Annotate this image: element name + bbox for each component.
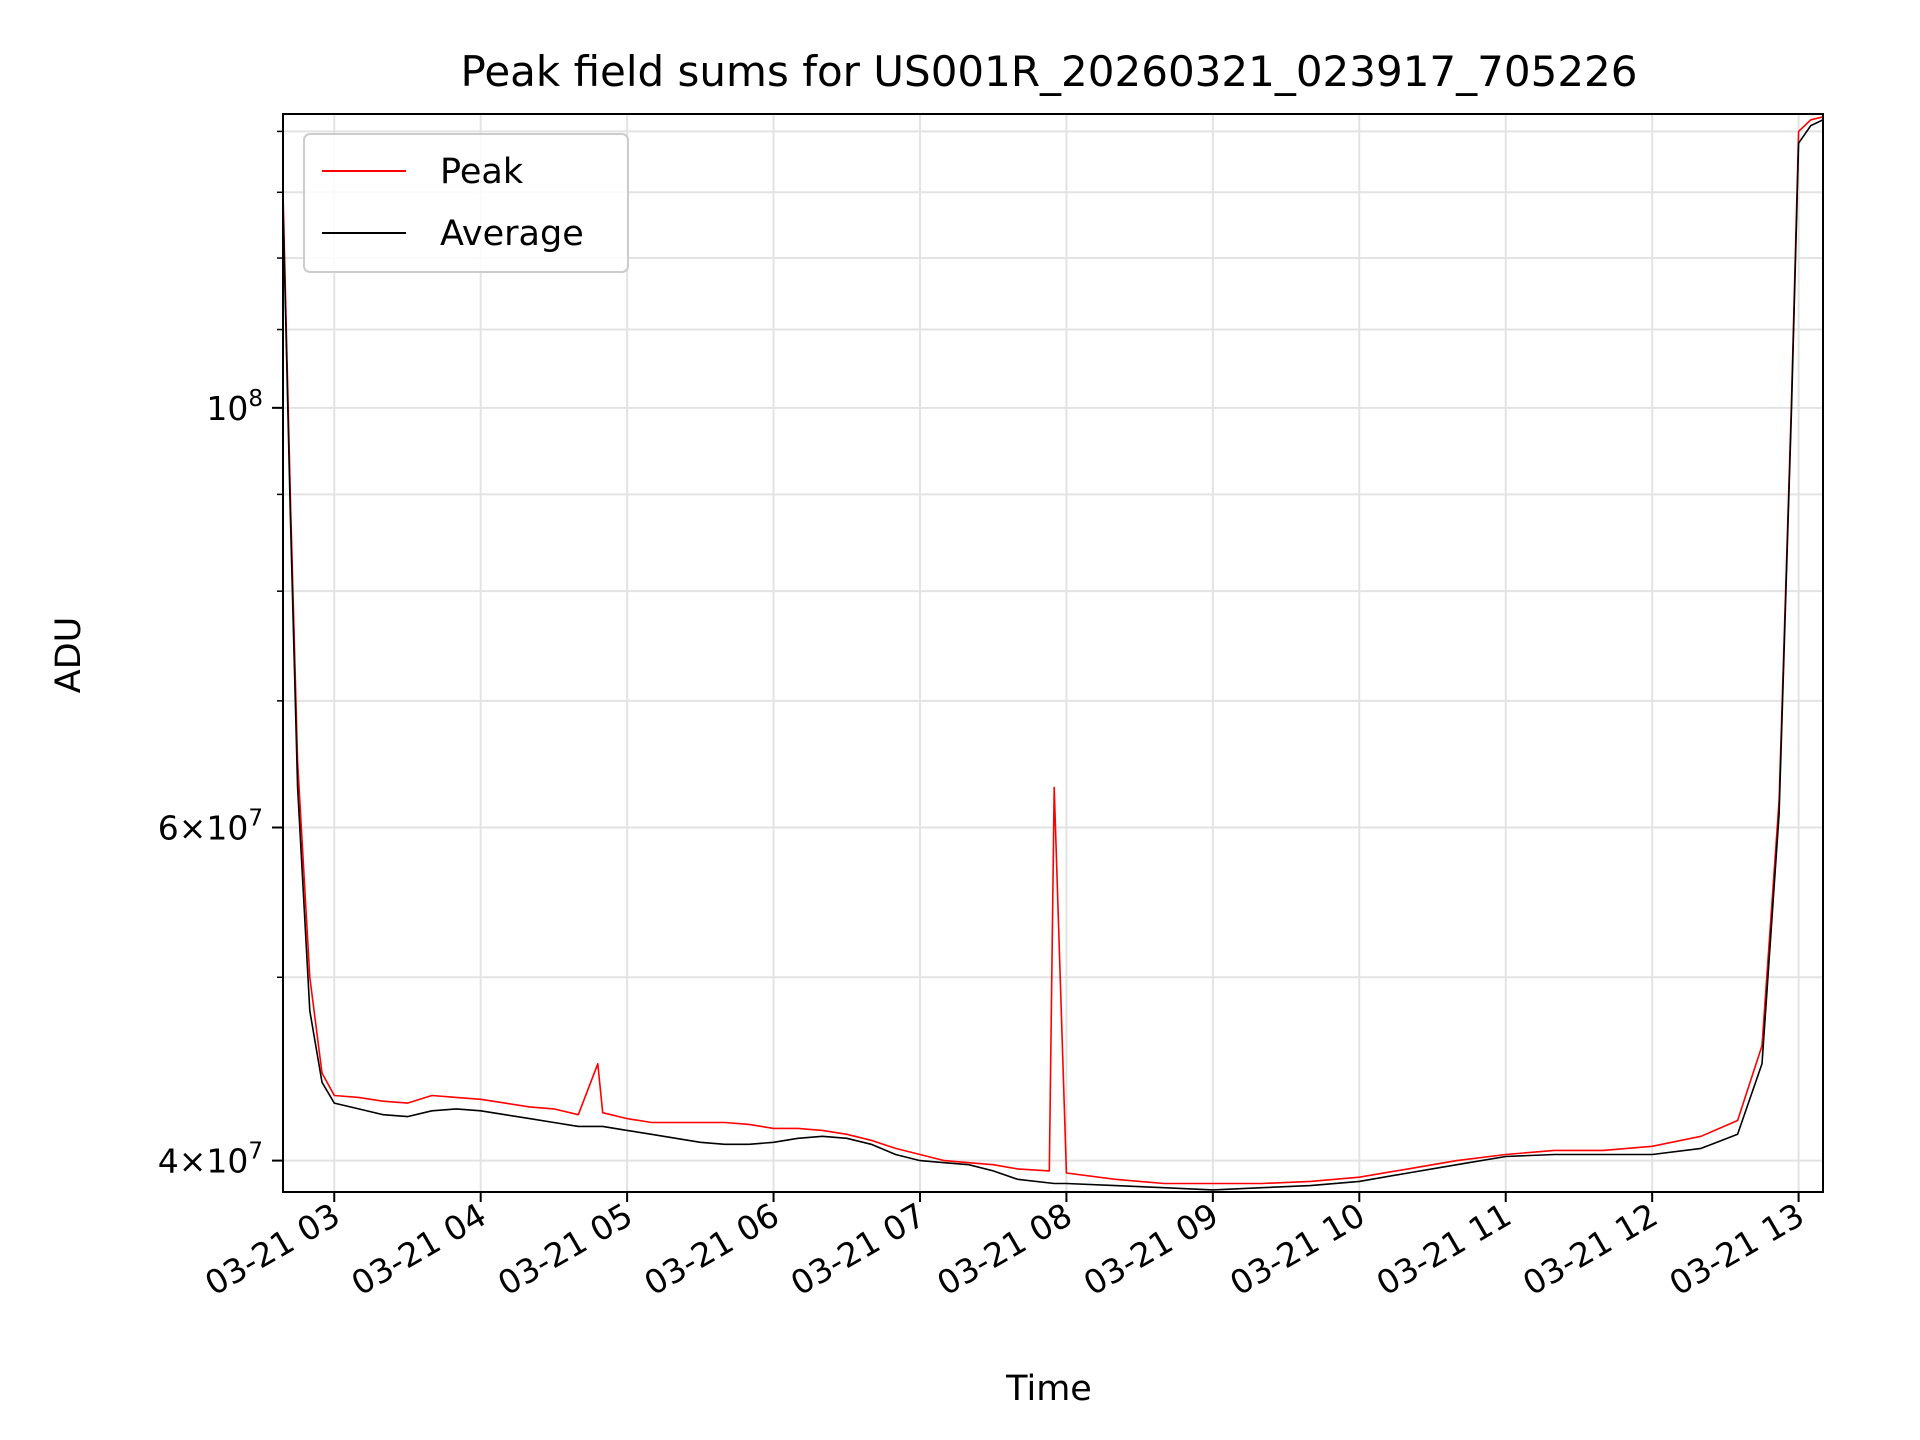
x-axis-title: Time — [1005, 1369, 1092, 1409]
legend-label-peak: Peak — [440, 152, 524, 192]
legend-box — [303, 133, 629, 273]
legend-label-average: Average — [440, 214, 584, 254]
plot-frame — [282, 113, 1824, 1193]
chart-title: Peak field sums for US001R_20260321_0239… — [461, 47, 1638, 96]
series-line-average — [282, 119, 1824, 1191]
series-line-peak — [282, 116, 1824, 1185]
y-tick-label: 6×107 — [158, 805, 263, 847]
legend: Peak Average — [303, 133, 629, 273]
y-axis: 4×107 6×107 108 — [158, 130, 283, 1181]
y-tick-label: 4×107 — [158, 1139, 263, 1181]
y-tick-label: 108 — [206, 386, 263, 428]
grid — [283, 114, 1823, 1192]
series-layer — [282, 116, 1824, 1191]
y-axis-title: ADU — [49, 617, 89, 694]
